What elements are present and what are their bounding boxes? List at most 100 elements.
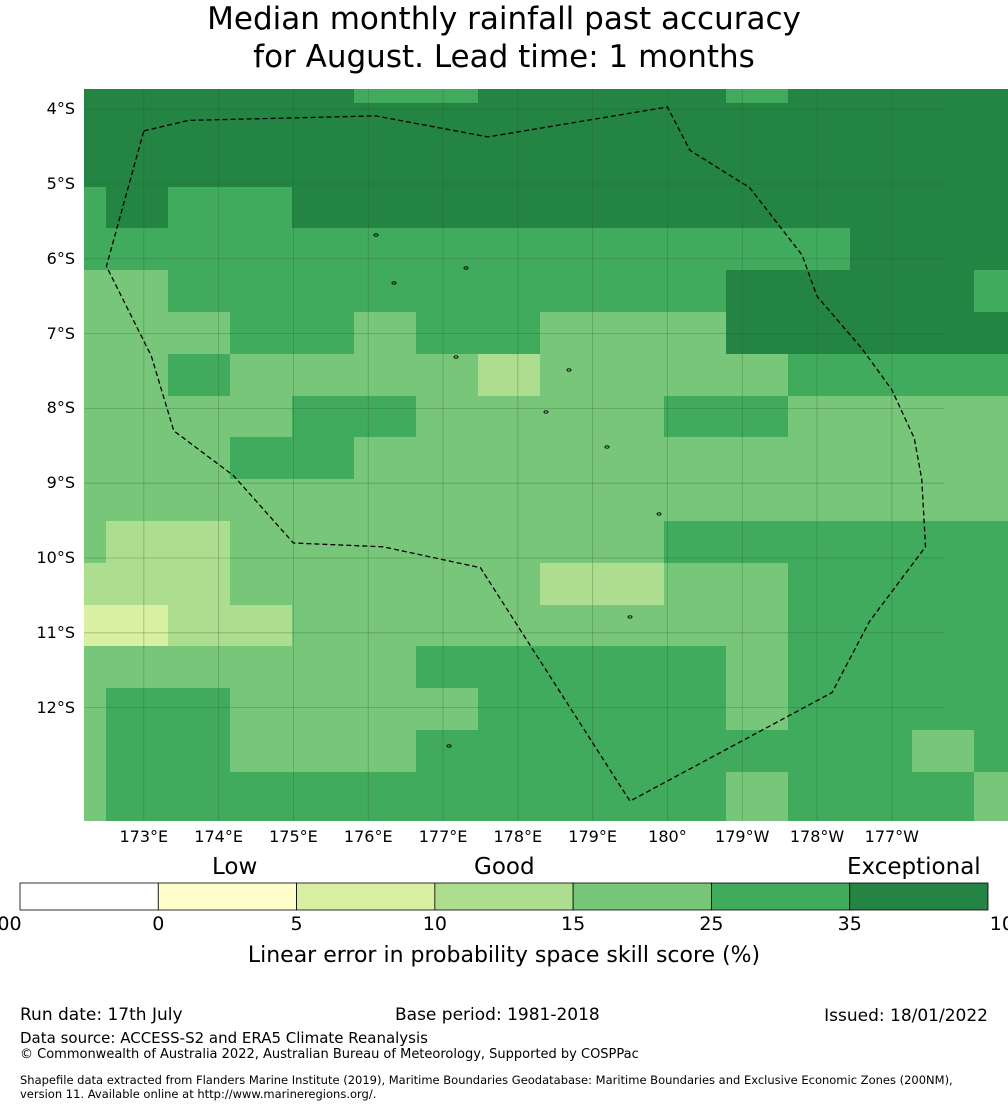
grid-cell: [974, 688, 1008, 730]
copyright: © Commonwealth of Australia 2022, Austra…: [20, 1047, 639, 1062]
grid-cell: [664, 646, 726, 688]
island-outline: [656, 512, 662, 516]
grid-cell: [106, 730, 168, 772]
grid-cell: [540, 354, 602, 396]
grid-cell: [416, 521, 478, 563]
grid-cell: [726, 145, 788, 187]
grid-cell: [664, 688, 726, 730]
longitude-label: 178°E: [493, 827, 543, 846]
grid-cell: [602, 89, 664, 103]
grid-cell: [354, 396, 416, 437]
longitude-label: 179°E: [568, 827, 617, 846]
grid-cell: [726, 396, 788, 437]
grid-cell: [850, 396, 912, 437]
grid-cell: [602, 396, 664, 437]
grid-cell: [84, 437, 106, 479]
longitude-label: 180°: [648, 827, 687, 846]
longitude-label: 175°E: [269, 827, 318, 846]
island-outline: [463, 266, 469, 270]
category-good: Good: [474, 854, 535, 880]
grid-cell: [478, 772, 540, 821]
grid-cell: [416, 228, 478, 270]
grid-cell: [106, 437, 168, 479]
colorbar-tick-label: -100: [0, 913, 22, 935]
grid-cell: [974, 354, 1008, 396]
grid-cell: [230, 228, 292, 270]
eez-boundary: [105, 106, 927, 802]
grid-cell: [106, 228, 168, 270]
grid-cell: [540, 103, 602, 145]
category-exceptional: Exceptional: [847, 854, 981, 880]
grid-cell: [106, 89, 168, 103]
grid-cell: [788, 437, 850, 479]
grid-cell: [664, 521, 726, 563]
grid-cell: [478, 688, 540, 730]
grid-cell: [84, 646, 106, 688]
grid-cell: [850, 646, 912, 688]
grid-cell: [602, 563, 664, 605]
grid-cell: [540, 479, 602, 521]
latitude-label: 9°S: [46, 473, 75, 493]
grid-cell: [354, 437, 416, 479]
grid-cell: [726, 89, 788, 103]
grid-cell: [726, 688, 788, 730]
grid-cell: [168, 437, 230, 479]
grid-cell: [354, 646, 416, 688]
chart-title: Median monthly rainfall past accuracy fo…: [0, 0, 1008, 76]
grid-cell: [788, 145, 850, 187]
grid-cell: [416, 646, 478, 688]
grid-cell: [974, 312, 1008, 354]
grid-cell: [974, 521, 1008, 563]
grid-cell: [168, 688, 230, 730]
grid-cell: [354, 688, 416, 730]
grid-cell: [602, 688, 664, 730]
category-low: Low: [212, 854, 258, 880]
grid-cell: [106, 563, 168, 605]
grid-cell: [602, 772, 664, 821]
grid-cell: [84, 521, 106, 563]
grid-cell: [788, 521, 850, 563]
grid-cell: [912, 688, 974, 730]
grid-cell: [974, 437, 1008, 479]
grid-cell: [230, 187, 292, 228]
grid-cell: [84, 89, 106, 103]
grid-cell: [788, 103, 850, 145]
grid-cell: [230, 563, 292, 605]
grid-cell: [354, 479, 416, 521]
grid-cell: [974, 605, 1008, 646]
grid-cell: [478, 145, 540, 187]
colorbar-segment: [572, 882, 712, 911]
colorbar-title: Linear error in probability space skill …: [247, 943, 761, 968]
issued-date: Issued: 18/01/2022: [824, 1006, 988, 1026]
grid-cell: [230, 89, 292, 103]
longitude-label: 174°E: [194, 827, 243, 846]
latitude-label: 7°S: [46, 323, 75, 343]
grid-cell: [540, 270, 602, 312]
grid-cell: [106, 187, 168, 228]
grid-cell: [168, 145, 230, 187]
grid-cell: [230, 312, 292, 354]
grid-cell: [416, 605, 478, 646]
grid-cell: [168, 563, 230, 605]
colorbar-segment: [434, 882, 574, 911]
grid-cell: [478, 479, 540, 521]
grid-cell: [354, 103, 416, 145]
grid-cell: [478, 437, 540, 479]
grid-cell: [788, 228, 850, 270]
grid-cell: [974, 772, 1008, 821]
island-outline: [391, 281, 397, 285]
grid-cell: [292, 103, 354, 145]
colorbar-tick-label: 100: [989, 913, 1008, 935]
grid-cell: [850, 103, 912, 145]
grid-cell: [540, 772, 602, 821]
grid-cell: [788, 187, 850, 228]
grid-cell: [726, 354, 788, 396]
grid-cell: [726, 605, 788, 646]
grid-cell: [106, 646, 168, 688]
grid-cell: [354, 187, 416, 228]
grid-cell: [974, 145, 1008, 187]
data-source: Data source: ACCESS-S2 and ERA5 Climate …: [20, 1029, 428, 1047]
colorbar-tick-label: 35: [837, 913, 862, 935]
grid-cell: [850, 437, 912, 479]
island-outline: [373, 233, 379, 237]
